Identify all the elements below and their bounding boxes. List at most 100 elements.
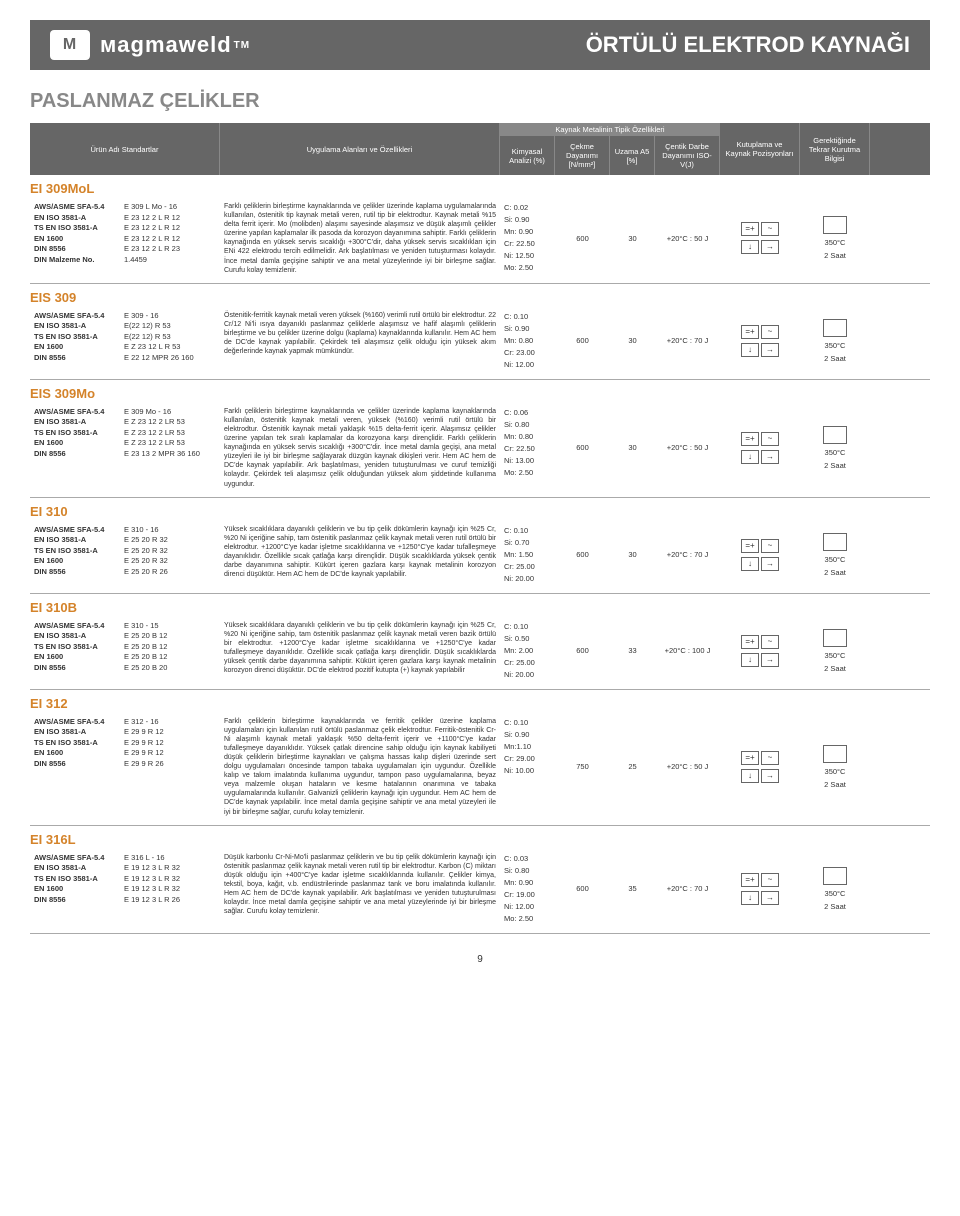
standard-row: EN 1600E 25 20 R 32 [34,556,216,567]
th-pos: Kutuplama ve Kaynak Pozisyonları [720,123,800,175]
chem-value: Cr: 25.00 [504,561,551,573]
std-value: E Z 23 12 L R 53 [124,342,216,353]
polarity-icon: =+ [741,539,759,553]
standards-cell: AWS/ASME SFA-5.4E 310 - 15EN ISO 3581-AE… [30,619,220,683]
std-value: E(22 12) R 53 [124,332,216,343]
std-label: DIN 8556 [34,663,124,674]
standard-row: DIN 8556E 22 12 MPR 26 160 [34,353,216,364]
chem-value: Si: 0.90 [504,214,551,226]
standards-cell: AWS/ASME SFA-5.4E 309 Mo - 16EN ISO 3581… [30,405,220,491]
std-value: E 312 - 16 [124,717,216,728]
redry-icon [823,216,847,234]
product-block: EI 316L AWS/ASME SFA-5.4E 316 L - 16EN I… [30,826,930,934]
std-value: E 25 20 R 26 [124,567,216,578]
chem-value: Cr: 22.50 [504,238,551,250]
redry-cell: 350°C 2 Saat [800,405,870,491]
brand-logo: M мagmaweld TM [50,30,250,60]
standard-row: EN 1600E Z 23 12 L R 53 [34,342,216,353]
application-text: Yüksek sıcaklıklara dayanıklı çeliklerin… [220,619,500,683]
elongation-value: 35 [610,851,655,927]
std-value: E Z 23 12 2 LR 53 [124,417,216,428]
position-cell: =+ ~ ↓ → [720,523,800,587]
brand-name: мagmaweld [100,32,232,58]
std-label: EN 1600 [34,884,124,895]
std-label: DIN Malzeme No. [34,255,124,266]
standard-row: DIN 8556E 23 12 2 L R 23 [34,244,216,255]
impact-value: +20°C : 50 J [655,405,720,491]
std-value: E 25 20 B 12 [124,631,216,642]
position-icons: ↓ → [741,240,779,254]
main-title: ÖRTÜLÜ ELEKTROD KAYNAĞI [586,32,910,58]
chem-value: Ni: 13.00 [504,455,551,467]
std-label: TS EN ISO 3581-A [34,428,124,439]
tm: TM [234,40,250,51]
chem-value: Ni: 12.50 [504,250,551,262]
std-label: AWS/ASME SFA-5.4 [34,311,124,322]
logo-icon: M [50,30,90,60]
position-icon: ↓ [741,240,759,254]
position-icons: ↓ → [741,557,779,571]
redry-temp: 350°C [825,448,846,457]
product-name: EI 309MoL [30,181,930,196]
position-cell: =+ ~ ↓ → [720,715,800,819]
redry-cell: 350°C 2 Saat [800,715,870,819]
polarity-icon: =+ [741,751,759,765]
std-label: TS EN ISO 3581-A [34,332,124,343]
chem-value: Cr: 22.50 [504,443,551,455]
std-value: E 309 - 16 [124,311,216,322]
section-title: PASLANMAZ ÇELİKLER [30,90,930,113]
elongation-value: 30 [610,405,655,491]
chem-value: Mn: 0.80 [504,335,551,347]
redry-temp: 350°C [825,555,846,564]
std-value: E 25 20 R 32 [124,556,216,567]
elongation-value: 30 [610,309,655,373]
chem-value: Ni: 10.00 [504,765,551,777]
chem-value: C: 0.10 [504,311,551,323]
position-icon: ↓ [741,891,759,905]
standard-row: TS EN ISO 3581-AE 29 9 R 12 [34,738,216,749]
impact-value: +20°C : 100 J [655,619,720,683]
std-label: EN ISO 3581-A [34,631,124,642]
chem-value: Cr: 29.00 [504,753,551,765]
impact-value: +20°C : 70 J [655,523,720,587]
tensile-value: 600 [555,523,610,587]
standard-row: EN ISO 3581-AE 29 9 R 12 [34,727,216,738]
std-value: E 19 12 3 L R 32 [124,884,216,895]
position-icon: ↓ [741,653,759,667]
product-name: EI 310B [30,600,930,615]
elongation-value: 25 [610,715,655,819]
impact-value: +20°C : 50 J [655,715,720,819]
polarity-icon: =+ [741,222,759,236]
chem-value: Cr: 25.00 [504,657,551,669]
redry-icon [823,867,847,885]
std-label: AWS/ASME SFA-5.4 [34,202,124,213]
std-label: AWS/ASME SFA-5.4 [34,853,124,864]
standard-row: TS EN ISO 3581-AE 23 12 2 L R 12 [34,223,216,234]
standard-row: EN 1600E 29 9 R 12 [34,748,216,759]
redry-temp: 350°C [825,238,846,247]
chem-value: Si: 0.50 [504,633,551,645]
position-icon: → [761,240,779,254]
chem-value: Mn: 1.50 [504,549,551,561]
std-label: AWS/ASME SFA-5.4 [34,407,124,418]
standard-row: EN ISO 3581-AE Z 23 12 2 LR 53 [34,417,216,428]
tensile-value: 600 [555,200,610,277]
position-cell: =+ ~ ↓ → [720,200,800,277]
standard-row: EN 1600E 19 12 3 L R 32 [34,884,216,895]
chem-value: C: 0.02 [504,202,551,214]
std-label: EN 1600 [34,438,124,449]
std-value: E 23 12 2 L R 12 [124,213,216,224]
standards-cell: AWS/ASME SFA-5.4E 312 - 16EN ISO 3581-AE… [30,715,220,819]
tensile-value: 600 [555,405,610,491]
position-icons: ↓ → [741,769,779,783]
std-value: E 29 9 R 12 [124,738,216,749]
standard-row: AWS/ASME SFA-5.4E 310 - 16 [34,525,216,536]
page-number: 9 [30,954,930,965]
standard-row: EN ISO 3581-AE 23 12 2 L R 12 [34,213,216,224]
std-value: E 29 9 R 26 [124,759,216,770]
redry-temp: 350°C [825,651,846,660]
std-value: E 25 20 R 32 [124,546,216,557]
std-label: EN 1600 [34,556,124,567]
std-label: AWS/ASME SFA-5.4 [34,525,124,536]
std-value: E 25 20 B 12 [124,642,216,653]
